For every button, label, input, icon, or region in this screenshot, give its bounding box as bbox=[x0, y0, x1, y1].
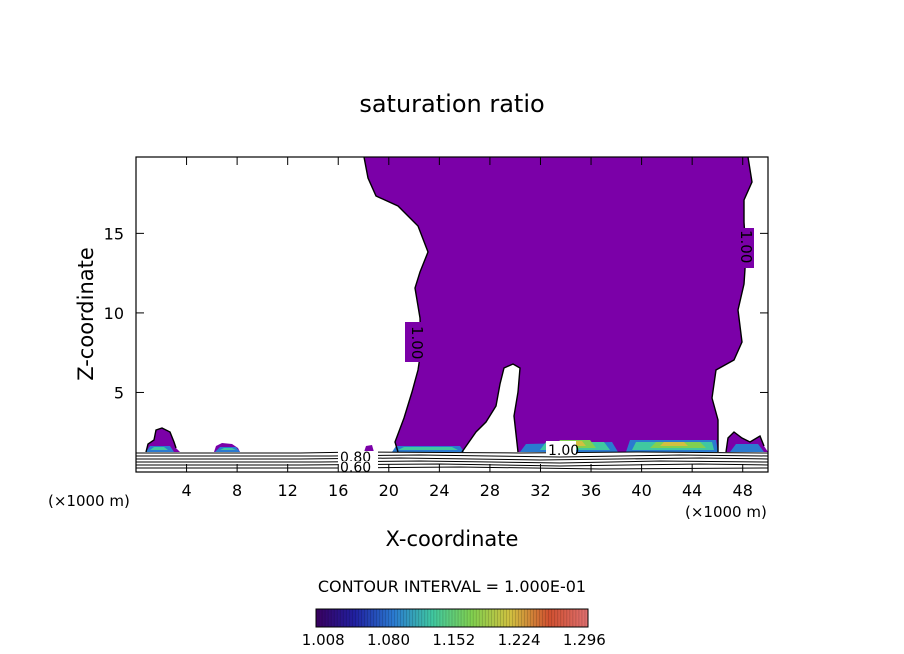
colorbar-tick-label: 1.296 bbox=[563, 631, 606, 649]
colorbar-tick-label: 1.080 bbox=[367, 631, 410, 649]
x-tick-label: 16 bbox=[328, 481, 348, 500]
y-tick-label: 15 bbox=[104, 224, 124, 243]
x-tick-label: 44 bbox=[682, 481, 702, 500]
x-tick-label: 48 bbox=[733, 481, 753, 500]
y-tick-label: 5 bbox=[114, 383, 124, 402]
x-tick-label: 8 bbox=[232, 481, 242, 500]
colorbar-tick-label: 1.008 bbox=[302, 631, 345, 649]
x-tick-label: 32 bbox=[530, 481, 550, 500]
contour-interval-text: CONTOUR INTERVAL = 1.000E-01 bbox=[318, 577, 586, 596]
x-axis-label: X-coordinate bbox=[386, 527, 519, 551]
contour-label: 1.00 bbox=[548, 443, 579, 459]
x-tick-label: 4 bbox=[181, 481, 191, 500]
colorbar-fill bbox=[316, 609, 588, 627]
colorbar: 1.008 1.080 1.152 1.224 1.296 bbox=[302, 608, 606, 649]
y-axis: 5 10 15 bbox=[104, 224, 768, 402]
x-axis: 4 8 12 16 20 24 28 32 36 40 44 48 bbox=[181, 157, 753, 500]
x-tick-label: 36 bbox=[581, 481, 601, 500]
colorbar-frame bbox=[315, 608, 589, 628]
blob-18km bbox=[364, 445, 374, 452]
x-unit-label-left: (×1000 m) bbox=[48, 492, 130, 510]
contour-lines-1.00 bbox=[145, 157, 765, 453]
plot-frame bbox=[135, 156, 769, 473]
contour-label: 0.60 bbox=[340, 460, 371, 476]
x-tick-label: 24 bbox=[429, 481, 449, 500]
contour-label: 1.00 bbox=[737, 230, 755, 263]
y-tick-label: 10 bbox=[104, 304, 124, 323]
contour-lines-surface bbox=[136, 451, 768, 470]
x-tick-label: 28 bbox=[480, 481, 500, 500]
chart-title: saturation ratio bbox=[359, 90, 544, 118]
saturated-region bbox=[364, 157, 752, 452]
y-axis-label: Z-coordinate bbox=[74, 247, 98, 381]
plot-area bbox=[136, 157, 768, 470]
x-tick-label: 20 bbox=[379, 481, 399, 500]
colorbar-tick-label: 1.224 bbox=[498, 631, 541, 649]
x-unit-label-right: (×1000 m) bbox=[685, 503, 767, 521]
contour-label-group: 1.00 1.00 1.00 0.80 0.60 bbox=[338, 228, 755, 476]
contour-label: 1.00 bbox=[408, 326, 426, 359]
x-tick-label: 40 bbox=[631, 481, 651, 500]
colorbar-tick-label: 1.152 bbox=[432, 631, 475, 649]
x-tick-label: 12 bbox=[278, 481, 298, 500]
